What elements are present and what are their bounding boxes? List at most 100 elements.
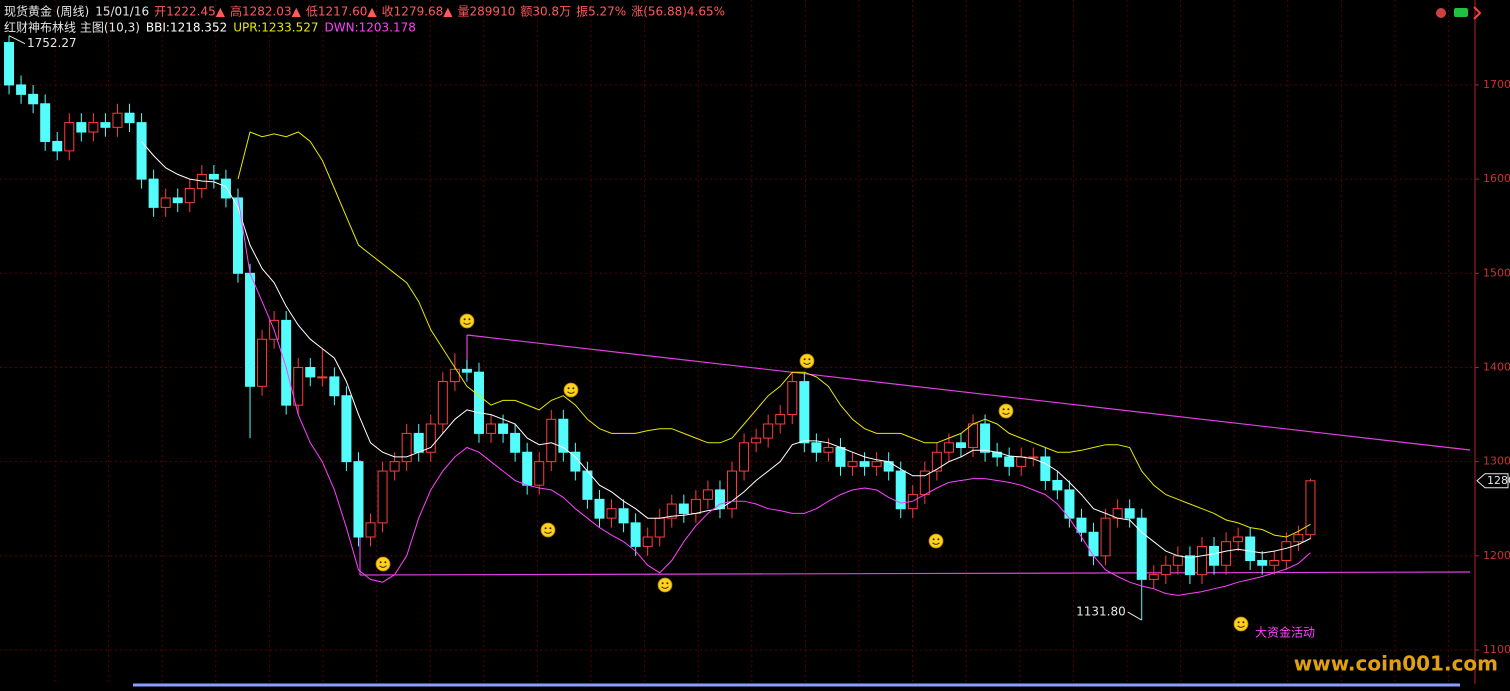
candle-body <box>172 197 183 204</box>
candle-body <box>1209 545 1220 566</box>
candle-body <box>955 442 966 449</box>
candle-body <box>642 536 653 547</box>
candle-body <box>799 381 810 444</box>
candle-body <box>486 423 497 434</box>
header-item: 15/01/16 <box>95 5 149 19</box>
candle-body <box>1124 508 1135 519</box>
candle-body <box>1028 456 1039 459</box>
candle-body <box>1281 541 1292 562</box>
candle-body <box>739 442 750 472</box>
header-item: 开1222.45▲ <box>154 5 226 19</box>
candle-body <box>1088 531 1099 557</box>
candle-body <box>751 437 762 444</box>
annotation-leader <box>1127 611 1142 621</box>
candle-body <box>883 461 894 472</box>
candle-body <box>100 122 111 128</box>
candle-body <box>281 319 292 406</box>
candle-body <box>220 178 231 199</box>
candle-body <box>931 451 942 472</box>
candle-body <box>823 447 834 453</box>
candle-body <box>112 112 123 128</box>
candle-body <box>425 423 436 453</box>
signal-icon <box>563 382 579 398</box>
y-tick-label: 1300 <box>1483 455 1510 468</box>
y-tick-label: 1100 <box>1483 643 1510 656</box>
candle-body <box>859 461 870 467</box>
tool-icon[interactable] <box>1454 8 1468 17</box>
candle-body <box>510 432 521 453</box>
candle-body <box>811 442 822 453</box>
candle-body <box>522 451 533 486</box>
annotation: 1752.27 <box>27 36 77 50</box>
signal-icon <box>459 313 475 329</box>
candle-body <box>124 112 135 124</box>
candle-body <box>630 522 641 547</box>
candle-body <box>654 517 665 538</box>
y-tick-label: 1400 <box>1483 360 1510 373</box>
candle-body <box>702 489 713 500</box>
candle-body <box>968 423 979 449</box>
candle-body <box>943 442 954 453</box>
indicator-label: 红财神布林线 主图(10,3) <box>4 20 140 35</box>
candle-body <box>690 498 701 514</box>
header-item: 收1279.68▲ <box>382 5 454 19</box>
candle-body <box>498 423 509 434</box>
candle-body <box>160 197 171 208</box>
candle-body <box>847 461 858 467</box>
candle-body <box>1040 456 1051 481</box>
candle-body <box>546 418 557 463</box>
indicator-line <box>141 141 1311 559</box>
header-item: 低1217.60▲ <box>306 5 378 19</box>
trend-line <box>466 334 1471 451</box>
candle-body <box>1160 564 1171 576</box>
candle-body <box>1293 534 1304 543</box>
indicator-line <box>237 197 1311 596</box>
annotation-leader <box>8 35 26 45</box>
candle-body <box>353 461 364 538</box>
candle-body <box>1257 560 1268 566</box>
candle-body <box>1016 456 1027 467</box>
candle-body <box>1184 555 1195 576</box>
candle-body <box>437 381 448 425</box>
candle-body <box>257 338 268 387</box>
candle-body <box>365 522 376 538</box>
candle-body <box>473 371 484 434</box>
candle-body <box>401 432 412 463</box>
candle-body <box>341 395 352 463</box>
candle-body <box>40 103 51 142</box>
watermark: www.coin001.com <box>1294 652 1498 676</box>
header-item: 额30.8万 <box>520 5 571 19</box>
header-item: 振5.27% <box>576 5 626 19</box>
legend-item: DWN:1203.178 <box>325 21 416 35</box>
candle-body <box>389 461 400 472</box>
y-tick-label: 1600 <box>1483 172 1510 185</box>
candle-body <box>558 418 569 453</box>
plot <box>4 35 1316 621</box>
candle-body <box>1052 479 1063 491</box>
candle-body <box>413 432 424 453</box>
candle-body <box>594 498 605 519</box>
candle-body <box>618 508 629 524</box>
candle-body <box>208 173 219 180</box>
candle-body <box>1076 517 1087 533</box>
candle-body <box>245 272 256 387</box>
candle-body <box>4 42 15 86</box>
header-item: 量289910 <box>458 5 516 19</box>
signal-icon <box>799 353 815 369</box>
chart-title: 现货黄金 (周线) <box>4 4 89 19</box>
candle-body <box>1100 517 1111 557</box>
tool-icon[interactable] <box>1473 6 1482 20</box>
signal-icon <box>1233 616 1249 632</box>
candle-body <box>1305 480 1316 536</box>
candle-body <box>88 122 99 133</box>
candle-body <box>871 461 882 467</box>
candle-body <box>980 423 991 453</box>
grid <box>0 0 1475 684</box>
candle-body <box>148 178 159 208</box>
candle-body <box>1269 560 1280 566</box>
y-tick-label: 1700 <box>1483 78 1510 91</box>
settings-icon[interactable] <box>1436 8 1446 18</box>
candle-body <box>835 447 846 467</box>
candle-body <box>64 122 75 152</box>
candle-body <box>1221 541 1232 566</box>
